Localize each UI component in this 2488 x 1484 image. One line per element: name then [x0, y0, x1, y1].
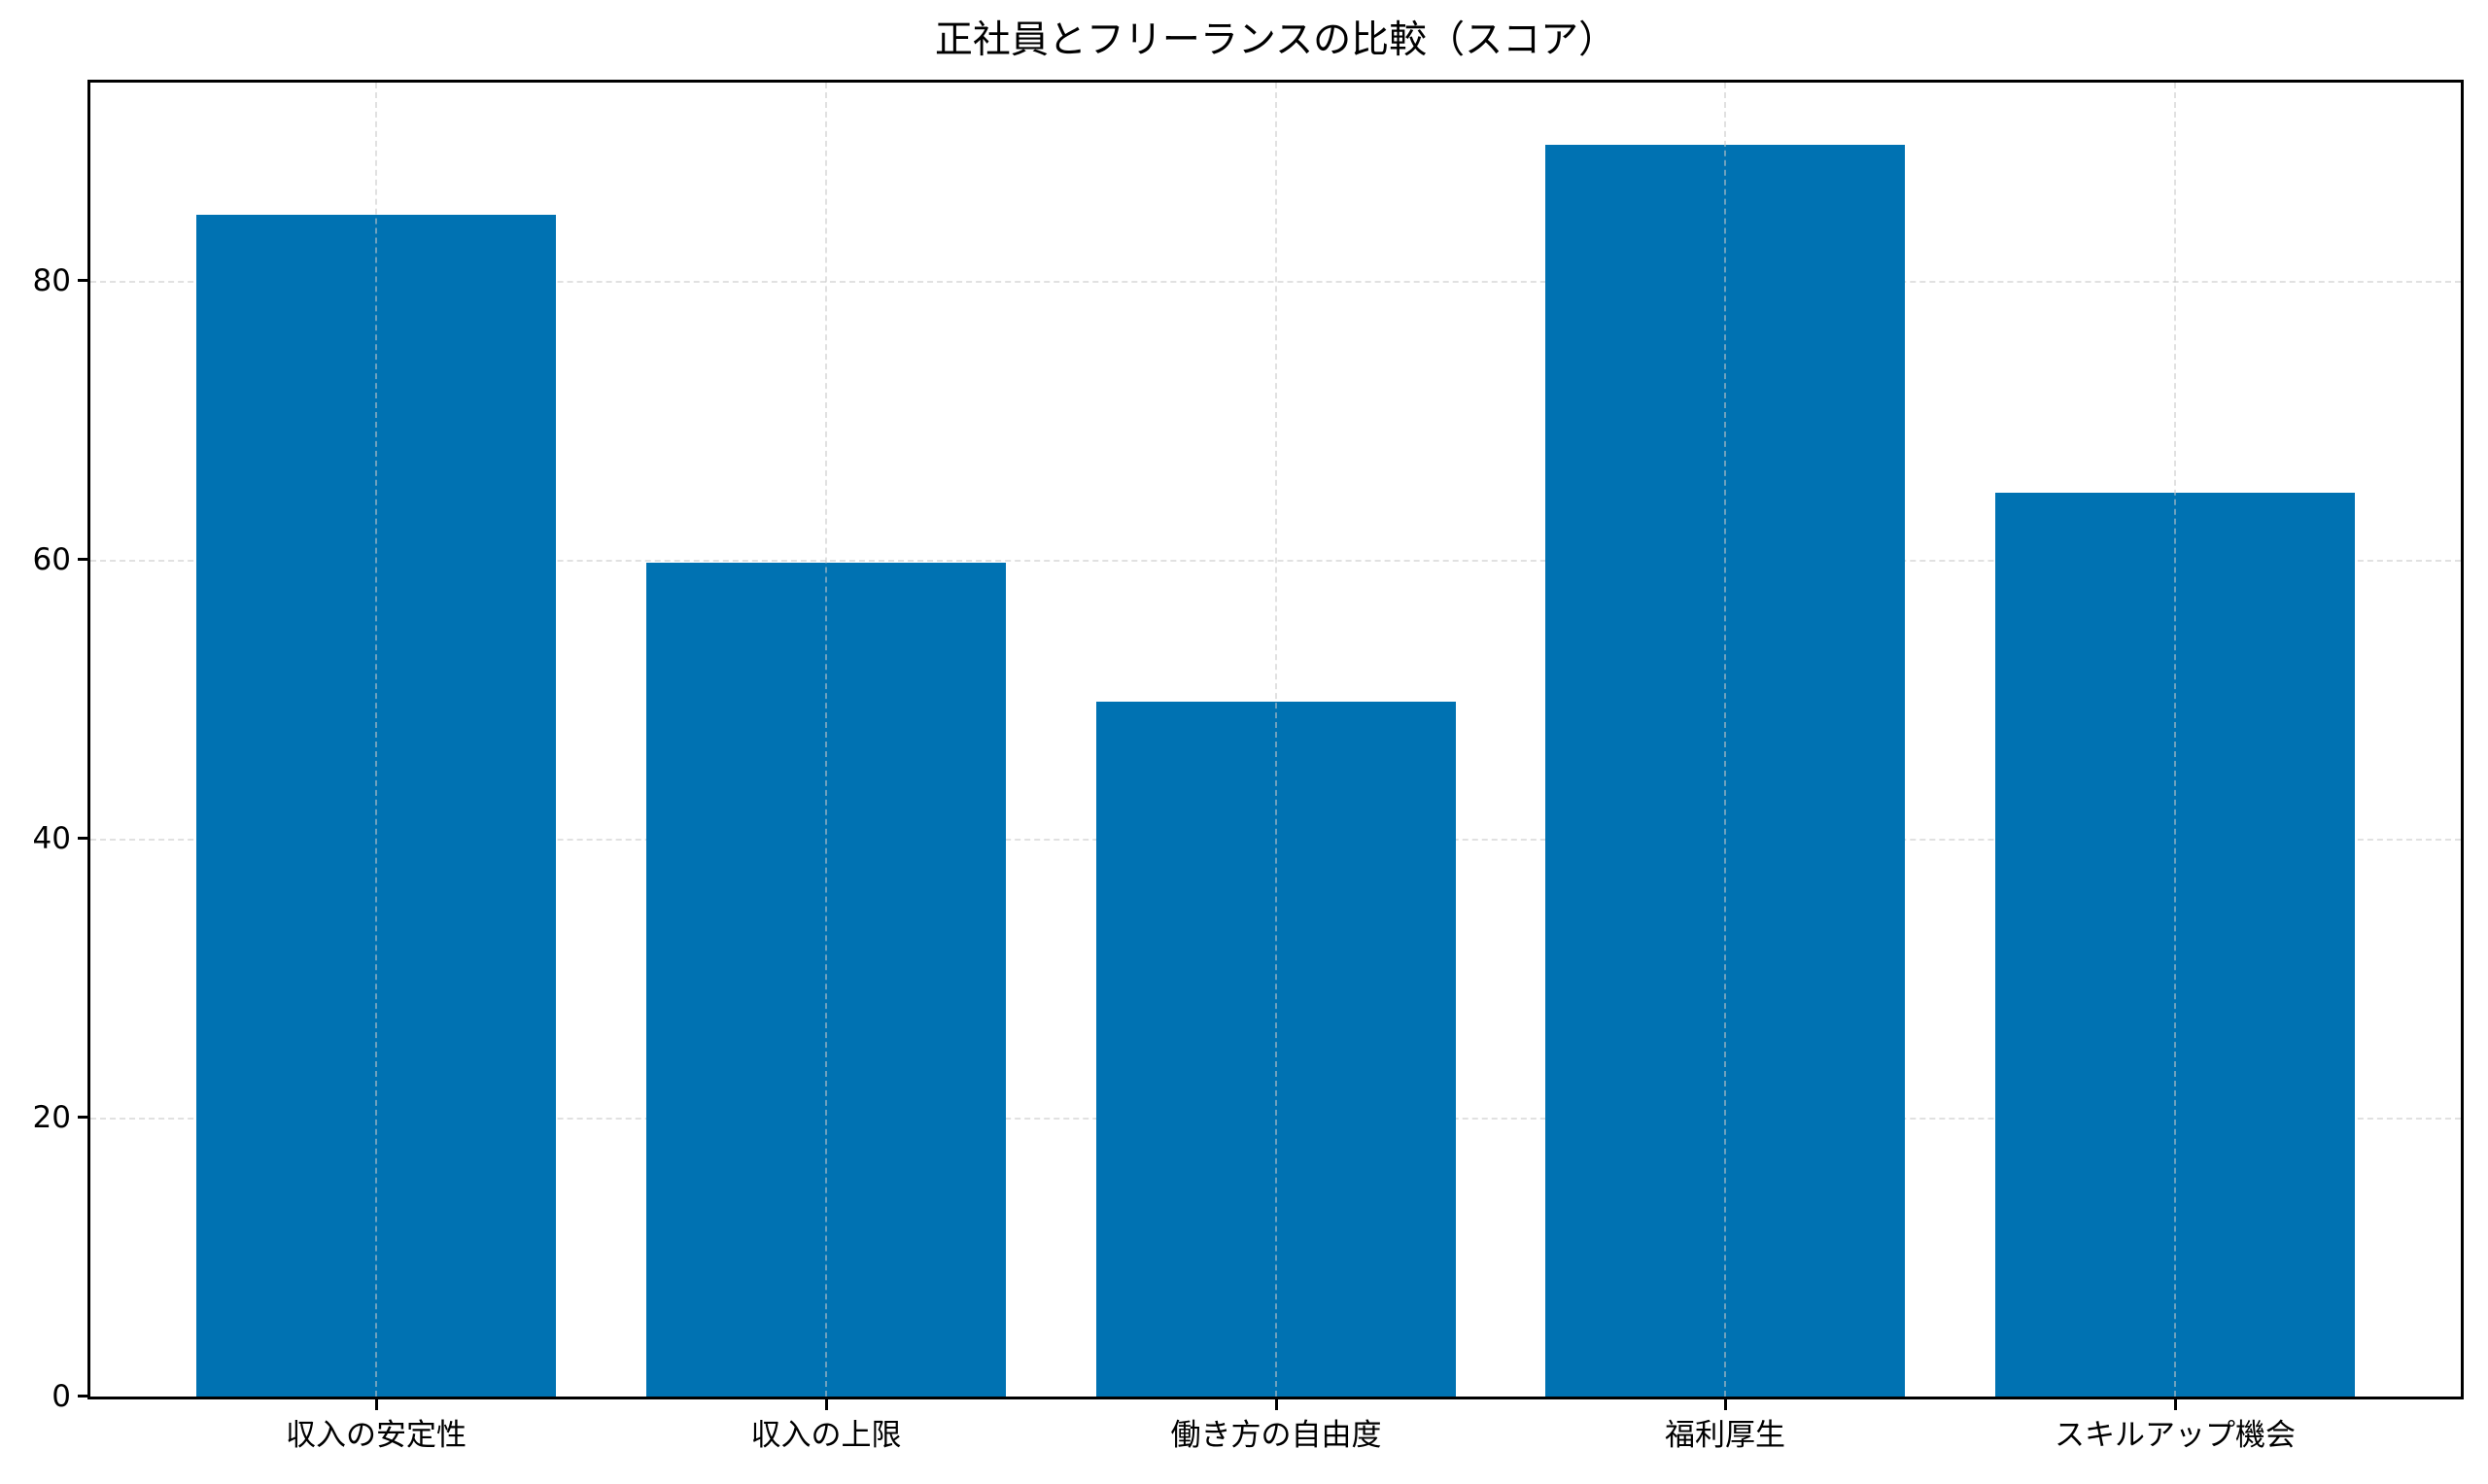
x-tick-label-2: 働き方の自由度 [1170, 1418, 1382, 1453]
x-tick-label-4: スキルアップ機会 [2055, 1418, 2296, 1453]
x-tick-2 [1275, 1398, 1278, 1410]
chart-title: 正社員とフリーランスの比較（スコア） [934, 18, 1617, 62]
plot-area: 0 20 40 60 80 収入の安定性 収入の上限 働き方の自由度 福利厚生 … [33, 80, 2464, 1453]
gridline-x-2 [1275, 83, 1277, 1397]
y-tick-label-0: 0 [52, 1379, 71, 1414]
x-tick-0 [375, 1398, 378, 1410]
y-tick-80 [78, 279, 89, 282]
gridline-x-1 [825, 83, 827, 1397]
y-tick-0 [78, 1395, 89, 1398]
x-tick-label-1: 収入の上限 [750, 1418, 902, 1453]
y-tick-label-40: 40 [32, 821, 71, 856]
x-tick-3 [1724, 1398, 1727, 1410]
y-tick-label-60: 60 [32, 542, 71, 577]
x-tick-label-0: 収入の安定性 [286, 1418, 466, 1453]
y-tick-40 [78, 837, 89, 840]
x-tick-1 [825, 1398, 828, 1410]
y-tick-20 [78, 1116, 89, 1119]
gridline-x-4 [2174, 83, 2176, 1397]
x-tick-4 [2174, 1398, 2177, 1410]
y-tick-60 [78, 558, 89, 561]
x-tick-label-3: 福利厚生 [1665, 1418, 1785, 1453]
y-tick-label-20: 20 [32, 1100, 71, 1135]
gridline-x-0 [375, 83, 377, 1397]
gridline-x-3 [1724, 83, 1726, 1397]
y-tick-label-80: 80 [32, 263, 71, 298]
